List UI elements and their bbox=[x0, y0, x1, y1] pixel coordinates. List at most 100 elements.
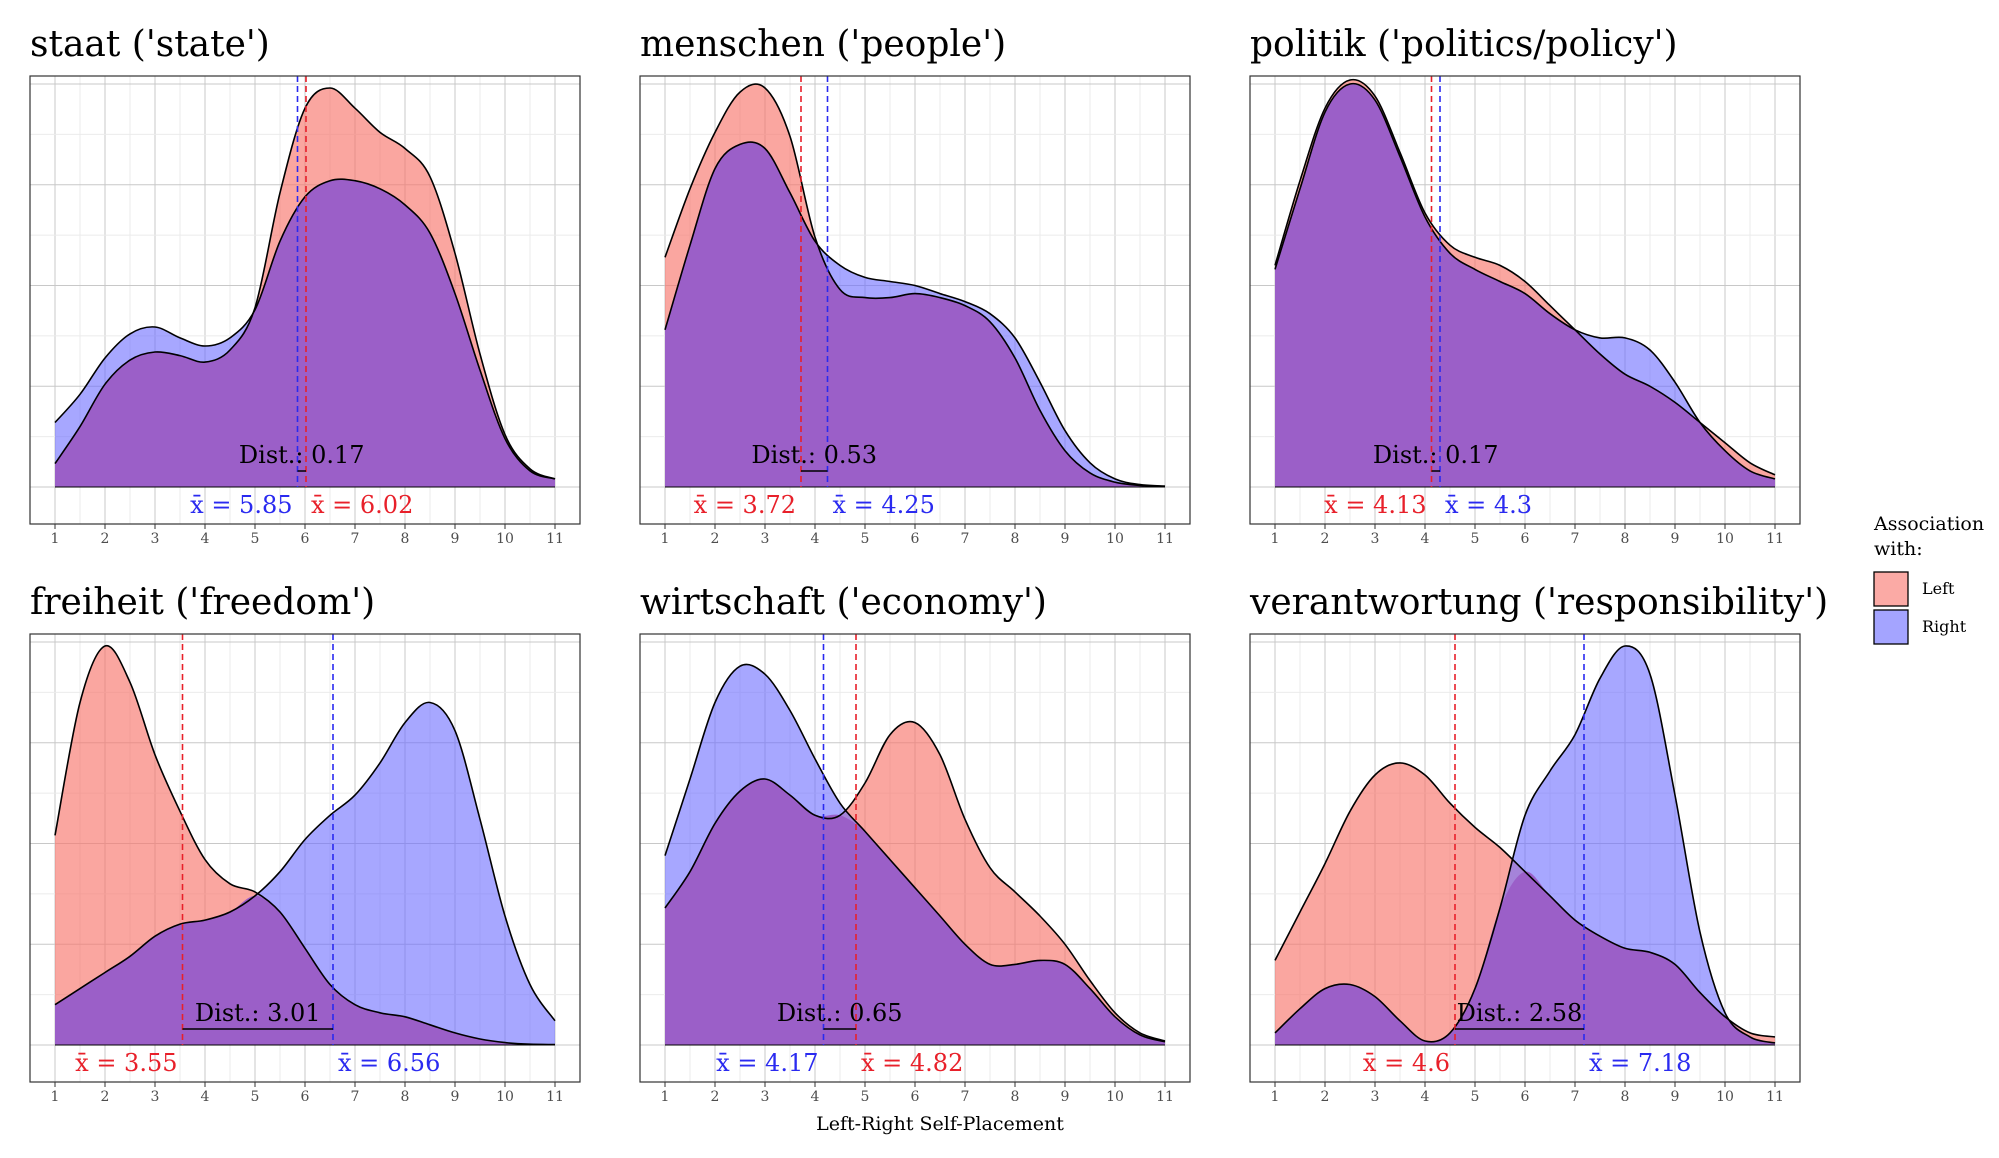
x-tick-label: 2 bbox=[101, 531, 110, 547]
x-tick-label: 4 bbox=[1421, 531, 1430, 547]
mean-label-right: x̄ = 6.56 bbox=[338, 1049, 440, 1077]
x-tick-label: 4 bbox=[201, 1089, 210, 1105]
x-tick-label: 1 bbox=[661, 1089, 670, 1105]
x-tick-label: 5 bbox=[251, 531, 260, 547]
mean-label-right: x̄ = 7.18 bbox=[1589, 1049, 1691, 1077]
distance-label: Dist.: 0.17 bbox=[239, 441, 365, 469]
x-tick-label: 10 bbox=[1716, 1089, 1734, 1105]
x-axis-label: Left-Right Self-Placement bbox=[816, 1113, 1064, 1135]
x-tick-label: 7 bbox=[961, 531, 970, 547]
panel-1: Dist.: 0.17 x̄ = 5.85 x̄ = 6.02 1 2 3 4 5 6 7 8 9 10… bbox=[29, 24, 581, 547]
mean-label-right: x̄ = 4.17 bbox=[716, 1049, 818, 1077]
x-tick-label: 11 bbox=[1156, 1089, 1174, 1105]
x-tick-label: 1 bbox=[1271, 1089, 1280, 1105]
density-overlap-area bbox=[1275, 83, 1775, 487]
panel-3: Dist.: 0.17 x̄ = 4.13 x̄ = 4.3 1 2 3 4 5 6 7 8 9 10 1… bbox=[1249, 24, 1801, 547]
density-line-left bbox=[664, 720, 1166, 1042]
panel-title: menschen ('people') bbox=[640, 24, 1006, 65]
x-tick-label: 11 bbox=[546, 531, 564, 547]
panel-4: Dist.: 3.01 x̄ = 3.55 x̄ = 6.56 1 2 3 4 5 6 7 8 9 10… bbox=[29, 582, 581, 1105]
x-tick-label: 10 bbox=[1106, 531, 1124, 547]
x-tick-label: 1 bbox=[1271, 531, 1280, 547]
legend: Association with: Left Right bbox=[1873, 513, 1984, 645]
distance-label: Dist.: 0.17 bbox=[1373, 441, 1499, 469]
mean-label-left: x̄ = 4.82 bbox=[861, 1049, 963, 1077]
legend-key-right bbox=[1873, 609, 1909, 645]
legend-title-line2: with: bbox=[1874, 538, 1923, 560]
x-tick-label: 7 bbox=[1571, 531, 1580, 547]
x-tick-label: 3 bbox=[761, 1089, 770, 1105]
x-tick-label: 4 bbox=[811, 1089, 820, 1105]
density-overlap-area bbox=[1275, 871, 1775, 1045]
x-tick-label: 2 bbox=[1321, 1089, 1330, 1105]
x-tick-label: 9 bbox=[1061, 531, 1070, 547]
panel-6: Dist.: 2.58x̄ = 4.6 x̄ = 7.18 1 2 3 4 5 6 7 8 9 10 1… bbox=[1249, 582, 1828, 1105]
x-tick-label: 5 bbox=[1471, 531, 1480, 547]
density-line-left bbox=[1274, 78, 1776, 476]
density-line-right bbox=[54, 701, 556, 1022]
mean-label-right: x̄ = 5.85 bbox=[190, 491, 292, 519]
x-tick-label: 10 bbox=[1716, 531, 1734, 547]
mean-label-left: x̄ = 3.72 bbox=[694, 491, 796, 519]
density-line-left bbox=[1274, 762, 1776, 1038]
legend-title-line1: Association bbox=[1873, 513, 1984, 535]
density-line-right bbox=[54, 178, 556, 480]
x-tick-label: 3 bbox=[1371, 531, 1380, 547]
x-tick-label: 9 bbox=[1671, 531, 1680, 547]
mean-label-left: x̄ = 4.6 bbox=[1363, 1049, 1450, 1077]
density-line-right bbox=[664, 663, 1166, 1043]
mean-label-right: x̄ = 4.3 bbox=[1445, 491, 1532, 519]
x-tick-label: 5 bbox=[861, 531, 870, 547]
x-tick-label: 1 bbox=[51, 1089, 60, 1105]
distance-label: Dist.: 2.58 bbox=[1457, 999, 1583, 1027]
x-tick-label: 9 bbox=[451, 531, 460, 547]
panel-title: politik ('politics/policy') bbox=[1250, 24, 1678, 65]
panel-title: staat ('state') bbox=[30, 24, 270, 65]
density-line-right bbox=[1274, 82, 1776, 480]
x-tick-label: 11 bbox=[546, 1089, 564, 1105]
x-tick-label: 3 bbox=[151, 1089, 160, 1105]
x-tick-label: 6 bbox=[911, 1089, 920, 1105]
x-tick-label: 7 bbox=[1571, 1089, 1580, 1105]
x-tick-label: 10 bbox=[1106, 1089, 1124, 1105]
panel-title: wirtschaft ('economy') bbox=[640, 582, 1047, 623]
panel-2: Dist.: 0.53 x̄ = 3.72 x̄ = 4.25 1 2 3 4 5 6 7 8 9 10… bbox=[639, 24, 1191, 547]
x-tick-label: 11 bbox=[1766, 531, 1784, 547]
distance-label: Dist.: 0.53 bbox=[751, 441, 877, 469]
x-tick-label: 10 bbox=[496, 531, 514, 547]
x-tick-label: 7 bbox=[351, 531, 360, 547]
legend-label-left: Left bbox=[1922, 579, 1955, 598]
panel-5: Dist.: 0.65 x̄ = 4.17 x̄ = 4.82 1 2 3 4 5 6 7 8 9 10… bbox=[639, 582, 1191, 1105]
density-overlap-area bbox=[665, 778, 1165, 1045]
x-tick-label: 8 bbox=[1621, 1089, 1630, 1105]
legend-label-right: Right bbox=[1922, 617, 1967, 636]
x-tick-label: 5 bbox=[1471, 1089, 1480, 1105]
density-line-left bbox=[54, 645, 556, 1046]
x-tick-label: 7 bbox=[351, 1089, 360, 1105]
x-tick-label: 3 bbox=[1371, 1089, 1380, 1105]
x-tick-label: 4 bbox=[1421, 1089, 1430, 1105]
x-tick-label: 9 bbox=[451, 1089, 460, 1105]
density-line-right bbox=[664, 141, 1166, 487]
x-tick-label: 5 bbox=[251, 1089, 260, 1105]
x-tick-label: 2 bbox=[1321, 531, 1330, 547]
x-tick-label: 8 bbox=[1011, 531, 1020, 547]
panel-title: freiheit ('freedom') bbox=[30, 582, 375, 623]
x-tick-label: 8 bbox=[1011, 1089, 1020, 1105]
mean-label-right: x̄ = 4.25 bbox=[833, 491, 935, 519]
legend-key-left bbox=[1873, 571, 1909, 607]
x-tick-label: 6 bbox=[301, 531, 310, 547]
mean-label-left: x̄ = 3.55 bbox=[75, 1049, 177, 1077]
x-tick-label: 2 bbox=[101, 1089, 110, 1105]
density-overlap-area bbox=[55, 179, 555, 487]
x-tick-label: 5 bbox=[861, 1089, 870, 1105]
x-tick-label: 2 bbox=[711, 1089, 720, 1105]
x-tick-label: 9 bbox=[1061, 1089, 1070, 1105]
density-line-right bbox=[1274, 645, 1776, 1044]
x-tick-label: 6 bbox=[1521, 1089, 1530, 1105]
x-tick-label: 1 bbox=[661, 531, 670, 547]
x-tick-label: 8 bbox=[401, 1089, 410, 1105]
x-tick-label: 11 bbox=[1156, 531, 1174, 547]
